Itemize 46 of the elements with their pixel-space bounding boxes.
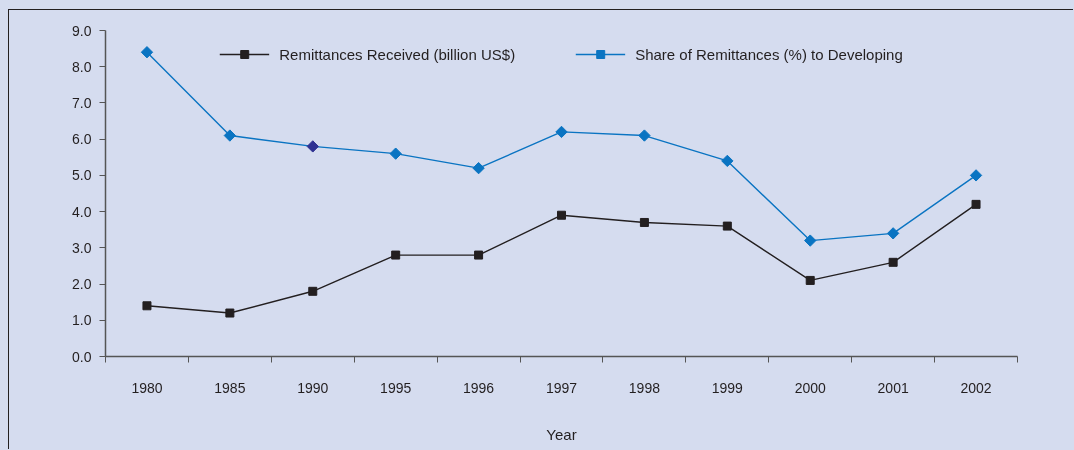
- point: [805, 275, 815, 285]
- point: [722, 221, 732, 231]
- point: [555, 125, 568, 139]
- x-tick-label: 1997: [545, 379, 578, 396]
- y-tick-label: 5.0: [72, 167, 92, 184]
- x-tick-label: 1985: [214, 379, 246, 396]
- point: [888, 257, 898, 267]
- x-tick-label: 2002: [960, 379, 992, 396]
- point: [142, 301, 152, 311]
- point: [306, 140, 319, 153]
- y-tick-label: 6.0: [72, 131, 92, 148]
- y-tick-label: 2.0: [72, 276, 92, 293]
- x-tick-label: 1995: [380, 379, 412, 396]
- legend-label: Share of Remittances (%) to Developing: [635, 45, 903, 63]
- legend-label: Remittances Received (billion US$): [279, 45, 516, 63]
- point: [557, 210, 566, 220]
- x-tick-label: 2000: [794, 379, 827, 396]
- point: [389, 147, 402, 160]
- y-tick-label: 7.0: [72, 94, 92, 111]
- point: [391, 250, 401, 260]
- x-tick-label: 1996: [463, 379, 495, 396]
- point: [472, 161, 485, 175]
- point: [886, 227, 900, 240]
- x-tick-label: 1998: [628, 379, 661, 396]
- point: [225, 308, 235, 318]
- point: [639, 217, 649, 227]
- x-tick-label: 1980: [131, 379, 163, 396]
- point: [804, 234, 817, 247]
- y-tick-label: 9.0: [72, 22, 92, 39]
- x-axis-title: Year: [546, 425, 577, 443]
- x-tick-label: 1990: [297, 379, 329, 396]
- point: [308, 286, 318, 296]
- y-tick-label: 3.0: [72, 239, 92, 256]
- x-tick-label: 2001: [877, 379, 909, 396]
- y-tick-label: 1.0: [72, 312, 92, 329]
- y-tick-label: 8.0: [72, 58, 92, 75]
- point: [474, 250, 484, 260]
- point: [140, 46, 154, 59]
- point: [969, 169, 983, 182]
- point: [721, 154, 734, 168]
- y-tick-label: 4.0: [72, 203, 92, 220]
- x-tick-label: 1999: [711, 379, 744, 396]
- point: [223, 129, 237, 142]
- point: [638, 129, 651, 142]
- y-tick-label: 0.0: [72, 348, 92, 365]
- point: [971, 199, 981, 209]
